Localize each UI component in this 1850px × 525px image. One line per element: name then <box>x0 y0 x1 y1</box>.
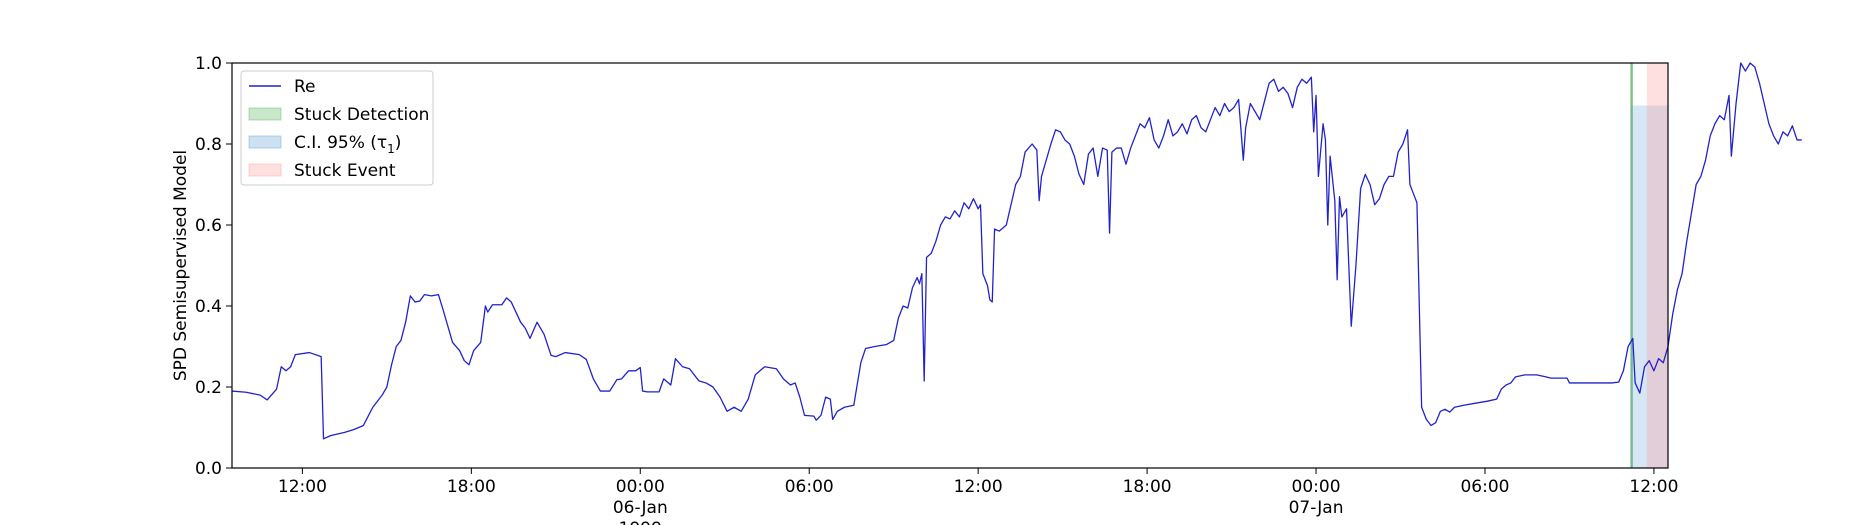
x-tick-label: 12:00 <box>954 477 1003 497</box>
x-tick-label: 00:00 <box>1292 477 1341 497</box>
legend: Re Stuck Detection C.I. 95% (τ1) Stuck Even… <box>240 70 434 186</box>
y-axis-label: SPD Semisupervised Model <box>171 150 191 381</box>
span-c-i-95-1 <box>1630 105 1668 469</box>
legend-patch-swatch <box>248 135 282 149</box>
x-tick-label: 00:00 <box>616 477 665 497</box>
y-axis: 0.0 0.2 0.4 0.6 0.8 1.0 <box>195 54 232 479</box>
legend-patch-swatch <box>248 163 282 177</box>
y-tick-label: 0.6 <box>195 216 222 236</box>
y-tick-label: 0.8 <box>195 135 222 155</box>
highlight-spans <box>1630 63 1668 469</box>
legend-label-suffix: ) <box>395 133 402 153</box>
legend-label: Re <box>294 77 316 97</box>
x-tick-label: 12:00 <box>1629 477 1678 497</box>
legend-label: C.I. 95% (τ1) <box>294 133 401 156</box>
x-tick-label: 07-Jan <box>1289 498 1344 518</box>
x-tick-label: 06:00 <box>1460 477 1509 497</box>
y-tick-label: 1.0 <box>195 54 222 74</box>
series-line-re <box>231 62 1802 440</box>
y-tick-label: 0.0 <box>195 459 222 479</box>
x-tick-label: 18:00 <box>447 477 496 497</box>
y-tick-label: 0.2 <box>195 378 222 398</box>
x-tick-label: 12:00 <box>278 477 327 497</box>
y-tick-label: 0.4 <box>195 297 222 317</box>
plot-frame <box>231 62 1669 469</box>
legend-label: Stuck Event <box>294 161 396 181</box>
legend-label: Stuck Detection <box>294 105 429 125</box>
legend-label-subscript: 1 <box>387 142 395 156</box>
x-tick-label: 06-Jan <box>613 498 668 518</box>
x-tick-label: 18:00 <box>1123 477 1172 497</box>
x-axis: 12:0018:0000:0006-Jan199906:0012:0018:00… <box>278 468 1678 525</box>
legend-patch-swatch <box>248 107 282 121</box>
legend-box <box>240 70 434 186</box>
span-stuck-event <box>1646 63 1668 468</box>
span-stuck-detection <box>1630 63 1633 468</box>
series-lines <box>231 62 1802 440</box>
x-tick-label: 06:00 <box>785 477 834 497</box>
x-tick-label: 1999 <box>619 519 662 525</box>
